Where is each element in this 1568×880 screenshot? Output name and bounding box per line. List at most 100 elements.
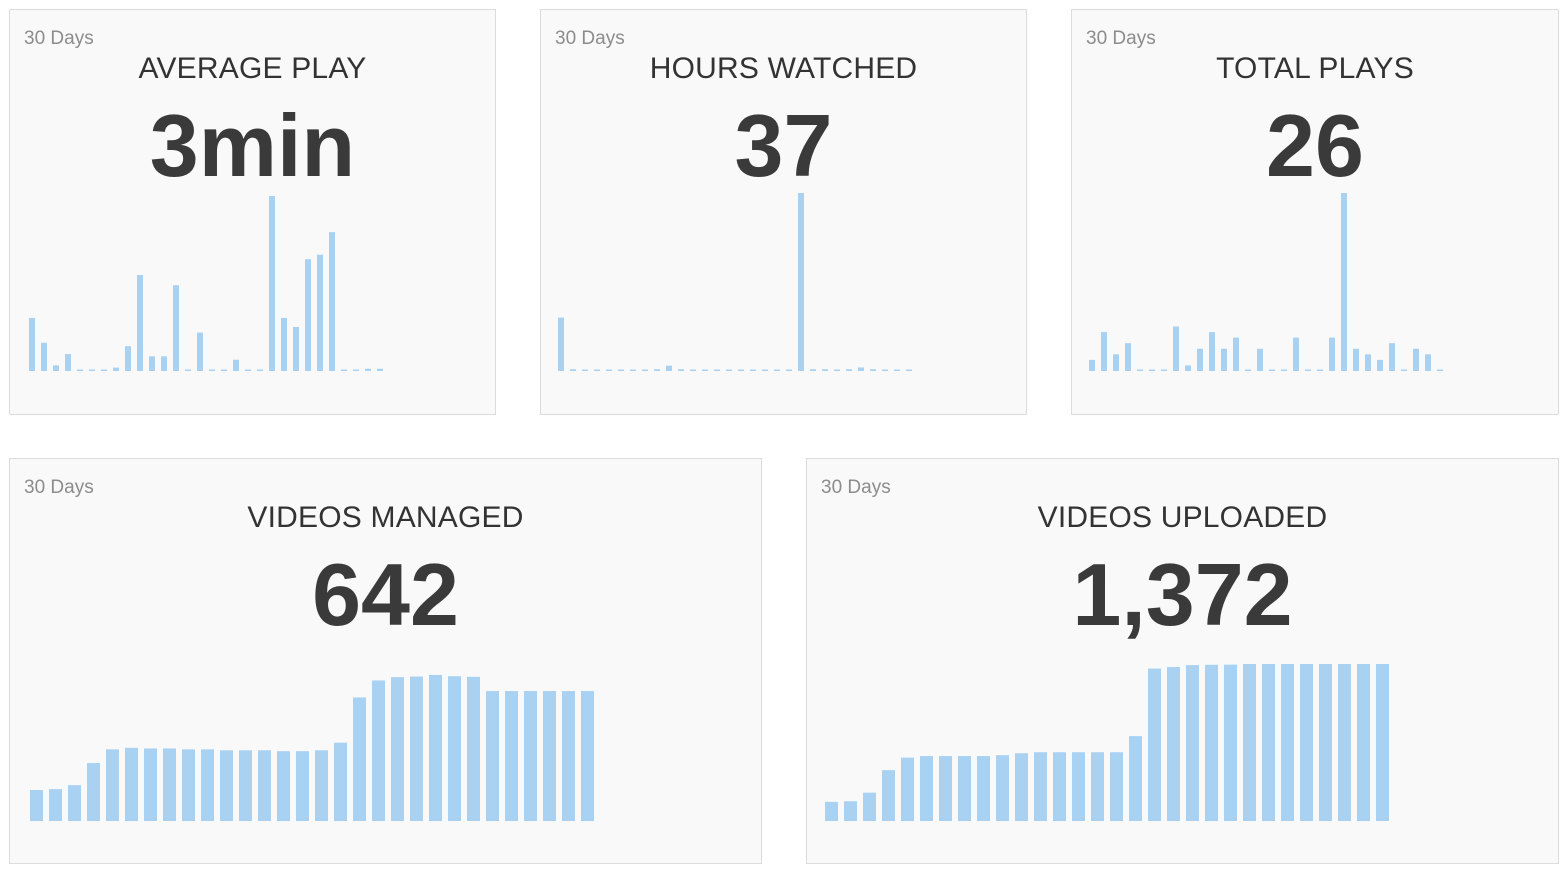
chart-bar	[365, 368, 371, 371]
chart-bar	[543, 691, 556, 821]
chart-bar	[334, 742, 347, 821]
chart-bar	[1125, 343, 1131, 371]
sparkline-chart	[30, 675, 594, 821]
card-value: 642	[312, 545, 459, 644]
chart-bar	[305, 259, 311, 371]
chart-bar	[738, 369, 744, 371]
chart-bar	[49, 789, 62, 821]
card-title: TOTAL PLAYS	[1216, 52, 1414, 85]
chart-bar	[87, 763, 100, 821]
chart-bar	[654, 369, 660, 371]
chart-bar	[101, 369, 107, 371]
chart-bar	[341, 369, 347, 371]
chart-bar	[1034, 752, 1047, 821]
chart-bar	[562, 691, 575, 821]
chart-bar	[846, 369, 852, 371]
chart-bar	[618, 369, 624, 371]
chart-bar	[185, 369, 191, 371]
chart-bar	[1245, 369, 1251, 371]
chart-bar	[209, 369, 215, 371]
chart-bar	[89, 369, 95, 371]
chart-bar	[1149, 369, 1155, 371]
chart-bar	[163, 748, 176, 821]
chart-bar	[786, 369, 792, 371]
card-title: VIDEOS UPLOADED	[1037, 501, 1328, 534]
chart-bar	[1317, 369, 1323, 371]
chart-bar	[1413, 348, 1419, 371]
chart-bar	[277, 751, 290, 821]
chart-bar	[1329, 337, 1335, 371]
chart-bar	[29, 317, 35, 371]
chart-bar	[1053, 752, 1066, 821]
chart-bar	[594, 369, 600, 371]
chart-bar	[161, 356, 167, 371]
chart-bar	[505, 691, 518, 821]
chart-bar	[239, 750, 252, 821]
chart-bar	[798, 193, 804, 371]
chart-bar	[410, 676, 423, 821]
chart-bar	[257, 369, 263, 371]
card-title: VIDEOS MANAGED	[247, 501, 524, 534]
chart-bar	[958, 756, 971, 821]
chart-bar	[524, 691, 537, 821]
chart-bar	[863, 792, 876, 821]
chart-bar	[858, 367, 864, 371]
chart-bar	[315, 750, 328, 821]
chart-bar	[125, 747, 138, 821]
chart-bar	[173, 285, 179, 371]
chart-bar	[1319, 664, 1332, 821]
videos-uploaded-card: 30 Days VIDEOS UPLOADED 1,372	[806, 458, 1559, 864]
chart-bar	[221, 369, 227, 371]
card-value: 26	[1266, 96, 1364, 195]
chart-bar	[882, 770, 895, 821]
chart-bar	[762, 369, 768, 371]
chart-bar	[901, 757, 914, 821]
chart-bar	[1110, 752, 1123, 821]
chart-bar	[77, 369, 83, 371]
chart-bar	[1338, 664, 1351, 821]
chart-bar	[1269, 369, 1275, 371]
chart-bar	[281, 317, 287, 371]
chart-bar	[920, 756, 933, 821]
chart-bar	[1389, 343, 1395, 371]
chart-bar	[570, 369, 576, 371]
card-title: AVERAGE PLAY	[138, 52, 367, 85]
chart-bar	[486, 691, 499, 821]
period-label: 30 Days	[555, 28, 625, 49]
chart-bar	[1015, 753, 1028, 821]
card-value: 37	[734, 96, 833, 195]
chart-bar	[106, 749, 119, 821]
chart-bar	[377, 368, 383, 371]
chart-bar	[822, 369, 828, 371]
chart-bar	[68, 785, 81, 821]
chart-bar	[581, 691, 594, 821]
chart-bar	[1233, 337, 1239, 371]
chart-bar	[1089, 359, 1095, 371]
chart-bar	[774, 369, 780, 371]
chart-bar	[220, 750, 233, 821]
card-value: 3min	[149, 96, 356, 195]
chart-bar	[558, 317, 564, 371]
chart-bar	[1091, 752, 1104, 821]
chart-bar	[1281, 664, 1294, 821]
chart-bar	[1209, 332, 1215, 371]
chart-bar	[1161, 369, 1167, 371]
chart-bar	[1113, 354, 1119, 371]
chart-bar	[714, 369, 720, 371]
sparkline-chart	[29, 196, 383, 371]
chart-bar	[1300, 664, 1313, 821]
chart-bar	[1224, 664, 1237, 821]
chart-bar	[1257, 348, 1263, 371]
chart-bar	[678, 369, 684, 371]
chart-bar	[65, 354, 71, 371]
chart-bar	[41, 342, 47, 371]
chart-bar	[1425, 354, 1431, 371]
chart-bar	[1243, 664, 1256, 821]
chart-bar	[1353, 348, 1359, 371]
chart-bar	[1148, 668, 1161, 821]
chart-bar	[269, 196, 275, 371]
chart-bar	[125, 346, 131, 371]
chart-bar	[810, 369, 816, 371]
chart-bar	[1401, 369, 1407, 371]
chart-bar	[1262, 664, 1275, 821]
